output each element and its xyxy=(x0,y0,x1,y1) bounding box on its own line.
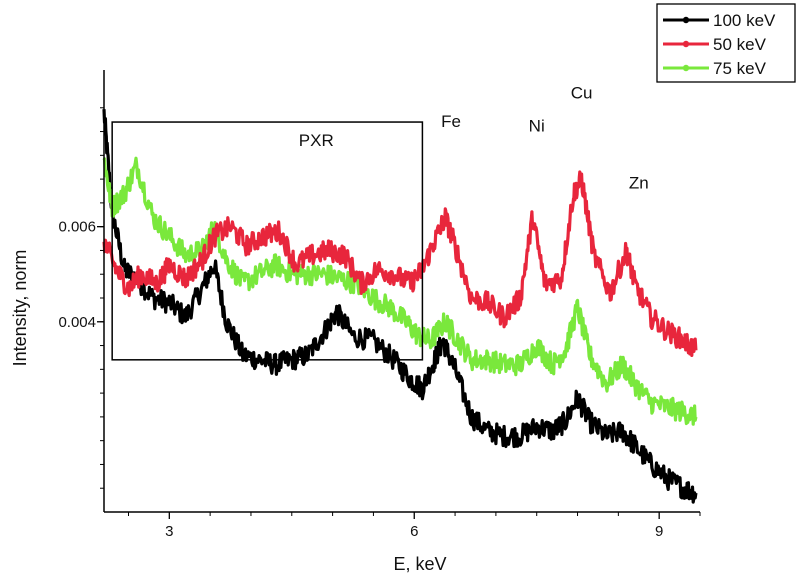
legend-label-1: 50 keV xyxy=(713,35,767,54)
legend-marker-1 xyxy=(682,40,690,48)
annotation-fe: Fe xyxy=(441,112,461,131)
annotation-pxr: PXR xyxy=(299,131,334,150)
series-line-100-kev xyxy=(102,109,698,504)
series-line-75-kev xyxy=(102,156,698,426)
series-line-50-kev xyxy=(102,170,698,357)
series-layer xyxy=(102,109,698,504)
legend-marker-2 xyxy=(682,64,690,72)
x-tick-label-1: 6 xyxy=(410,523,418,540)
axes xyxy=(103,70,700,513)
x-axis-title: E, keV xyxy=(393,554,446,574)
peak-annotations: PXR Fe Ni Cu Zn xyxy=(299,83,649,192)
annotation-ni: Ni xyxy=(529,117,545,136)
ticks: 3 6 9 0.004 0.006 xyxy=(58,107,701,540)
legend: 100 keV 50 keV 75 keV xyxy=(656,3,796,83)
annotation-cu: Cu xyxy=(571,83,593,102)
legend-label-2: 75 keV xyxy=(713,59,767,78)
legend-label-0: 100 keV xyxy=(713,11,776,30)
y-tick-label-1: 0.006 xyxy=(58,219,96,236)
x-tick-label-2: 9 xyxy=(655,523,663,540)
y-tick-label-0: 0.004 xyxy=(58,314,96,331)
pxr-region-box xyxy=(111,121,424,361)
y-axis-title: Intensity, norm xyxy=(10,250,30,367)
legend-marker-0 xyxy=(682,16,690,24)
annotation-zn: Zn xyxy=(629,174,649,193)
x-tick-label-0: 3 xyxy=(165,523,173,540)
